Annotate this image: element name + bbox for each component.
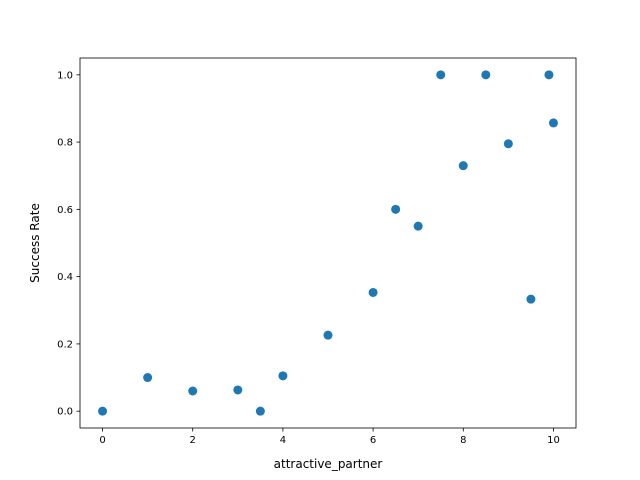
y-tick-label: 1.0 — [57, 70, 73, 81]
data-point — [255, 406, 265, 416]
data-points — [98, 70, 558, 416]
data-point — [548, 118, 558, 128]
data-point — [188, 386, 198, 396]
plot-frame — [79, 57, 577, 429]
x-tick-label: 2 — [190, 435, 196, 446]
data-point — [143, 373, 153, 383]
x-tick-label: 6 — [370, 435, 376, 446]
y-tick-label: 0.6 — [57, 205, 73, 216]
y-tick-label: 0.2 — [57, 339, 73, 350]
y-axis-label: Success Rate — [28, 203, 42, 283]
data-point — [278, 371, 288, 381]
y-tick-label: 0.0 — [57, 407, 73, 418]
data-point — [368, 287, 378, 297]
data-point — [323, 330, 333, 340]
data-point — [413, 221, 423, 231]
x-tick-label: 0 — [99, 435, 105, 446]
data-point — [233, 385, 243, 395]
data-point — [391, 204, 401, 214]
axis-ticks: 0 2 4 6 8 10 0.0 0.2 0.4 0.6 0.8 1.0 — [57, 70, 560, 446]
x-axis-label: attractive_partner — [274, 457, 383, 471]
data-point — [458, 161, 468, 171]
data-point — [436, 70, 446, 80]
x-tick-label: 8 — [460, 435, 466, 446]
y-tick-label: 0.4 — [57, 272, 73, 283]
x-tick-label: 4 — [280, 435, 286, 446]
data-point — [98, 406, 108, 416]
x-tick-label: 10 — [547, 435, 560, 446]
data-point — [503, 139, 513, 149]
data-point — [544, 70, 554, 80]
data-point — [481, 70, 491, 80]
data-point — [526, 294, 536, 304]
y-tick-label: 0.8 — [57, 138, 73, 149]
